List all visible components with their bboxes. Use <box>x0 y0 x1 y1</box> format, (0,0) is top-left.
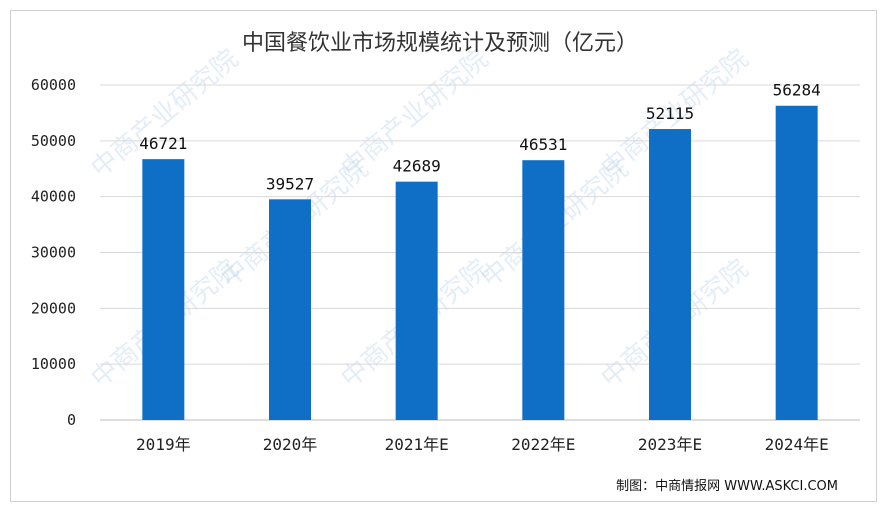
bars <box>142 105 818 421</box>
y-tick-label: 60000 <box>31 76 76 94</box>
data-labels: 46721 39527 42689 46531 52115 56284 <box>139 81 821 194</box>
bar-value-label: 46721 <box>139 134 187 153</box>
bar <box>522 160 565 421</box>
x-category-label: 2019年 <box>136 435 191 454</box>
gridlines <box>100 84 860 365</box>
x-category-label: 2023年E <box>638 435 702 454</box>
x-axis-categories: 2019年 2020年 2021年E 2022年E 2023年E 2024年E <box>136 435 829 454</box>
y-tick-label: 10000 <box>31 355 76 373</box>
y-tick-label: 0 <box>67 411 76 429</box>
y-axis-ticks: 0 10000 20000 30000 40000 50000 60000 <box>31 76 76 429</box>
bar <box>649 129 691 420</box>
y-tick-label: 20000 <box>31 299 76 317</box>
y-tick-label: 40000 <box>31 188 76 206</box>
bar-value-label: 42689 <box>393 157 441 176</box>
bar <box>775 105 818 420</box>
bar-value-label: 39527 <box>266 174 314 193</box>
bar-value-label: 56284 <box>773 81 821 100</box>
bar-value-label: 46531 <box>519 135 567 154</box>
x-category-label: 2020年 <box>263 435 318 454</box>
bar <box>395 181 438 420</box>
x-category-label: 2021年E <box>385 435 449 454</box>
bar <box>142 159 185 420</box>
chart-credit: 制图：中商情报网 WWW.ASKCI.COM <box>616 479 838 494</box>
x-category-label: 2022年E <box>511 435 575 454</box>
bar <box>269 199 311 420</box>
chart-title: 中国餐饮业市场规模统计及预测（亿元） <box>242 31 638 56</box>
x-category-label: 2024年E <box>765 435 829 454</box>
y-tick-label: 30000 <box>31 244 76 262</box>
y-tick-label: 50000 <box>31 132 76 150</box>
bar-value-label: 52115 <box>646 104 694 123</box>
